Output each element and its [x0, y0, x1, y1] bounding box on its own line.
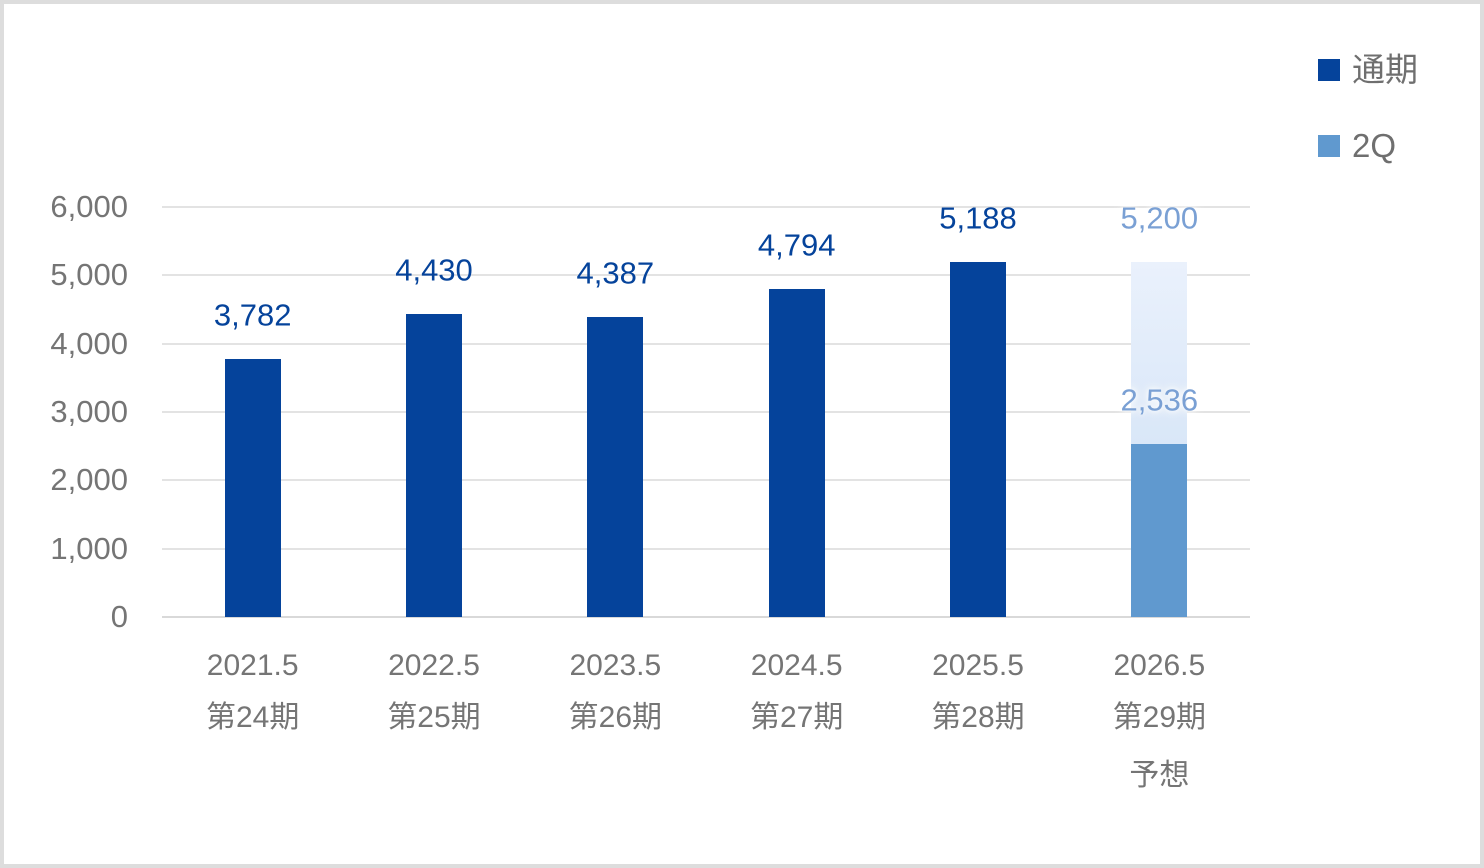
x-axis-label-line2: 第26期: [568, 701, 663, 734]
gridline-2000: [162, 479, 1250, 482]
data-labels-layer: 3,782 4,430 4,387 4,794 5,188 5,200 2,536: [4, 4, 1480, 864]
bar-value-label: 5,188: [939, 200, 1017, 236]
y-tick-label: 0: [110, 599, 128, 634]
legend-label: 通期: [1352, 51, 1418, 88]
forecast-total-label: 5,200: [1120, 200, 1199, 236]
y-tick-label: 6,000: [50, 189, 128, 224]
bars-layer: [4, 4, 1480, 864]
bar-2021-5: [224, 358, 281, 617]
x-axis-label-line3: 予想: [1129, 759, 1190, 792]
x-axis-label-line2: 第25期: [387, 701, 481, 734]
bar-2022-5: [406, 314, 462, 617]
x-axis-label-line1: 2024.5: [750, 649, 843, 682]
bar-forecast-2q: [1131, 443, 1188, 617]
y-tick-label: 1,000: [50, 530, 128, 566]
legend-swatch-icon: [1318, 59, 1340, 81]
x-axis-label-line1: 2022.5: [388, 649, 480, 682]
y-tick-label: 3,000: [50, 394, 128, 429]
bar-2024-5: [768, 289, 825, 617]
y-axis-labels: 0 1,000 2,000 3,000 4,000 5,000 6,000: [4, 4, 1480, 864]
y-tick-label: 5,000: [50, 257, 128, 293]
bar-forecast-full-year: [1131, 261, 1188, 444]
legend-label: 2Q: [1352, 127, 1397, 164]
forecast-2q-label: 2,536: [1120, 382, 1199, 418]
gridline-3000: [162, 411, 1250, 413]
x-axis-label-line2: 第28期: [931, 701, 1025, 734]
x-axis-label-line2: 第24期: [205, 701, 300, 734]
x-axis-label-line1: 2026.5: [1113, 649, 1206, 682]
legend-swatch-icon: [1318, 135, 1340, 157]
bar-value-label: 4,794: [757, 227, 836, 263]
gridline-6000: [162, 206, 1250, 208]
x-axis-label-line1: 2021.5: [206, 649, 299, 682]
bar-2023-5: [587, 317, 644, 617]
x-axis-labels: 2021.5 第24期 2022.5 第25期 2023.5 第26期 2024.5 第27期…: [4, 4, 1480, 864]
gridline-1000: [162, 547, 1250, 550]
gridline-4000: [162, 342, 1250, 345]
legend-item-2q: 2Q: [1318, 128, 1396, 164]
legend-item-full-year: 通期: [1318, 52, 1418, 88]
gridline-0: [162, 616, 1250, 618]
x-axis-label-line2: 第29期: [1112, 701, 1207, 734]
y-tick-label: 4,000: [50, 325, 128, 361]
gridlines-layer: [4, 4, 1480, 864]
bar-value-label: 4,430: [395, 252, 473, 288]
x-axis-label-line1: 2023.5: [569, 649, 662, 682]
bar-value-label: 3,782: [213, 297, 292, 333]
bar-value-label: 4,387: [576, 255, 655, 291]
x-axis-label-line2: 第27期: [749, 701, 844, 734]
y-tick-label: 2,000: [50, 462, 128, 498]
gridline-5000: [162, 274, 1250, 277]
x-axis-label-line1: 2025.5: [932, 649, 1024, 682]
bar-2025-5: [950, 262, 1006, 617]
